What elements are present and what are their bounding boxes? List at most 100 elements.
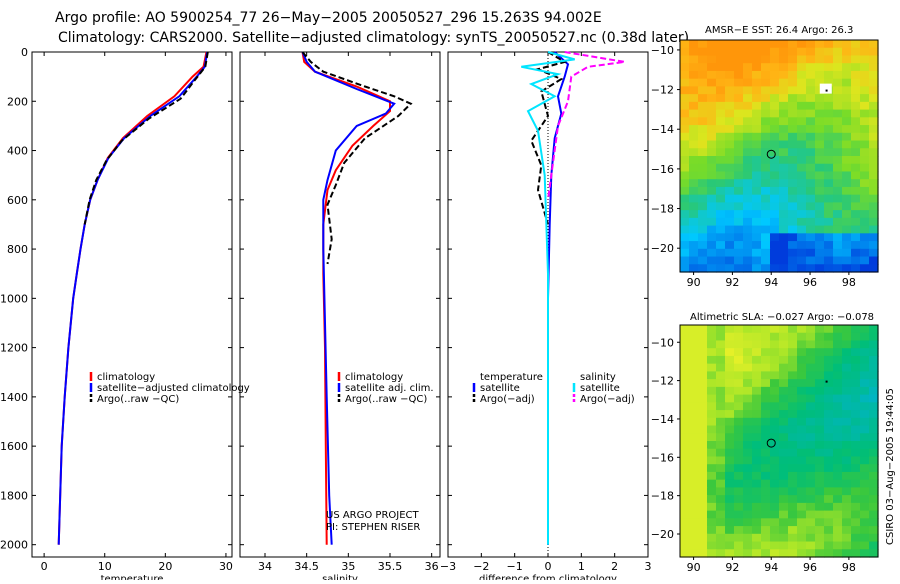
sla-map-cell — [806, 417, 816, 427]
sst-map-cell — [851, 63, 861, 72]
sst-map-cell — [698, 148, 708, 157]
sla-map-cell — [815, 410, 825, 419]
sst-map-cell — [815, 163, 825, 173]
sla-map-cell — [779, 479, 789, 488]
sst-map-cell — [842, 132, 852, 142]
sla-map-cell — [752, 526, 762, 535]
sla-map-cell — [689, 533, 699, 543]
sst-map-cell — [824, 140, 834, 149]
sla-map-cell — [752, 332, 762, 342]
sla-map-cell — [725, 386, 735, 396]
temperature-frame — [31, 51, 233, 558]
sst-xtick-label: 92 — [725, 276, 739, 289]
sla-map-cell — [743, 402, 753, 411]
sst-map-cell — [761, 264, 771, 273]
sla-map-cell — [851, 533, 861, 543]
sst-map-cell — [761, 125, 771, 134]
sst-map-cell — [761, 163, 771, 173]
sla-map-cell — [734, 348, 744, 357]
sla-map-cell — [698, 433, 708, 442]
sla-map-cell — [833, 371, 843, 380]
sla-map-cell — [779, 371, 789, 380]
sla-map-cell — [770, 495, 780, 504]
sla-map-cell — [743, 355, 753, 365]
sla-map-cell — [725, 325, 735, 334]
sst-map-cell — [734, 55, 744, 64]
sla-map-cell — [788, 441, 798, 450]
temperature-xtick-label: 20 — [158, 560, 172, 573]
sla-map-cell — [797, 325, 807, 334]
sla-map-cell — [698, 394, 708, 403]
sst-map-cell — [860, 225, 870, 234]
sla-map-cell — [779, 526, 789, 535]
sst-map-cell — [806, 225, 816, 234]
sla-map-cell — [680, 510, 690, 519]
sla-map-cell — [806, 464, 816, 473]
sla-map-cell — [833, 417, 843, 427]
sst-map-cell — [851, 248, 861, 258]
sst-map-cell — [797, 217, 807, 227]
sst-map-cell — [788, 194, 798, 203]
sla-map-cell — [770, 363, 780, 372]
sst-map-cell — [770, 241, 780, 250]
sla-map-cell — [770, 526, 780, 535]
sla-map-cell — [698, 464, 708, 473]
sla-map-cell — [833, 495, 843, 504]
sst-map-cell — [797, 179, 807, 188]
sst-map-cell — [752, 171, 762, 180]
sla-map-cell — [752, 410, 762, 419]
sst-map-cell — [842, 86, 852, 95]
sst-map-cell — [779, 256, 789, 265]
temperature-panel: 0 10 20 30 temperature 0 200 400 600 800 1000 1200 1… — [0, 46, 233, 584]
sst-map-cell — [698, 264, 708, 273]
sla-map-cell — [806, 441, 816, 450]
sst-map-cell — [797, 194, 807, 203]
sla-ytick-label: −12 — [651, 375, 674, 388]
sst-map-cell — [752, 210, 762, 219]
sla-map-cell — [797, 340, 807, 349]
sst-map-cell — [716, 78, 726, 87]
sla-xtick-label: 90 — [687, 561, 701, 574]
sla-map-cell — [833, 471, 843, 481]
sst-map-cell — [860, 248, 870, 258]
sla-map-cell — [734, 340, 744, 349]
sla-map-cell — [770, 371, 780, 380]
sla-map-cell — [752, 433, 762, 442]
sst-missing-block — [819, 83, 832, 94]
sst-map-cell — [806, 70, 816, 80]
sst-map-cell — [752, 194, 762, 203]
sla-map-cell — [779, 502, 789, 512]
sla-map-cell — [725, 502, 735, 512]
sst-map-cell — [743, 264, 753, 273]
sst-map-cell — [680, 140, 690, 149]
sst-map-cell — [707, 171, 717, 180]
sst-map-cell — [770, 132, 780, 142]
sla-map-cell — [707, 471, 717, 481]
sla-map-cell — [743, 433, 753, 442]
sst-map-cell — [797, 210, 807, 219]
sla-map-cell — [698, 495, 708, 504]
sla-xtick-label: 94 — [764, 561, 778, 574]
sst-map-cell — [815, 55, 825, 64]
sla-map-cell — [869, 533, 879, 543]
sla-map-cell — [770, 448, 780, 458]
sst-map-cell — [761, 86, 771, 95]
sst-map-cell — [707, 140, 717, 149]
sst-map-cell — [698, 194, 708, 203]
sla-map-cell — [797, 487, 807, 496]
sla-map-cell — [797, 433, 807, 442]
sst-map-cell — [725, 132, 735, 142]
sst-map-cell — [797, 78, 807, 87]
sla-map-cell — [842, 526, 852, 535]
sla-map-cell — [806, 363, 816, 372]
sst-map-cell — [761, 63, 771, 72]
sst-map-cell — [833, 78, 843, 87]
sst-map-cell — [833, 248, 843, 258]
sst-map-cell — [725, 70, 735, 80]
sla-map-cell — [824, 355, 834, 365]
sst-map-cell — [788, 163, 798, 173]
sla-map-cell — [734, 495, 744, 504]
sla-map-cell — [869, 410, 879, 419]
diff-legend-temp-header: temperature — [480, 372, 543, 383]
title-line-2: Climatology: CARS2000. Satellite−adjuste… — [58, 30, 689, 46]
